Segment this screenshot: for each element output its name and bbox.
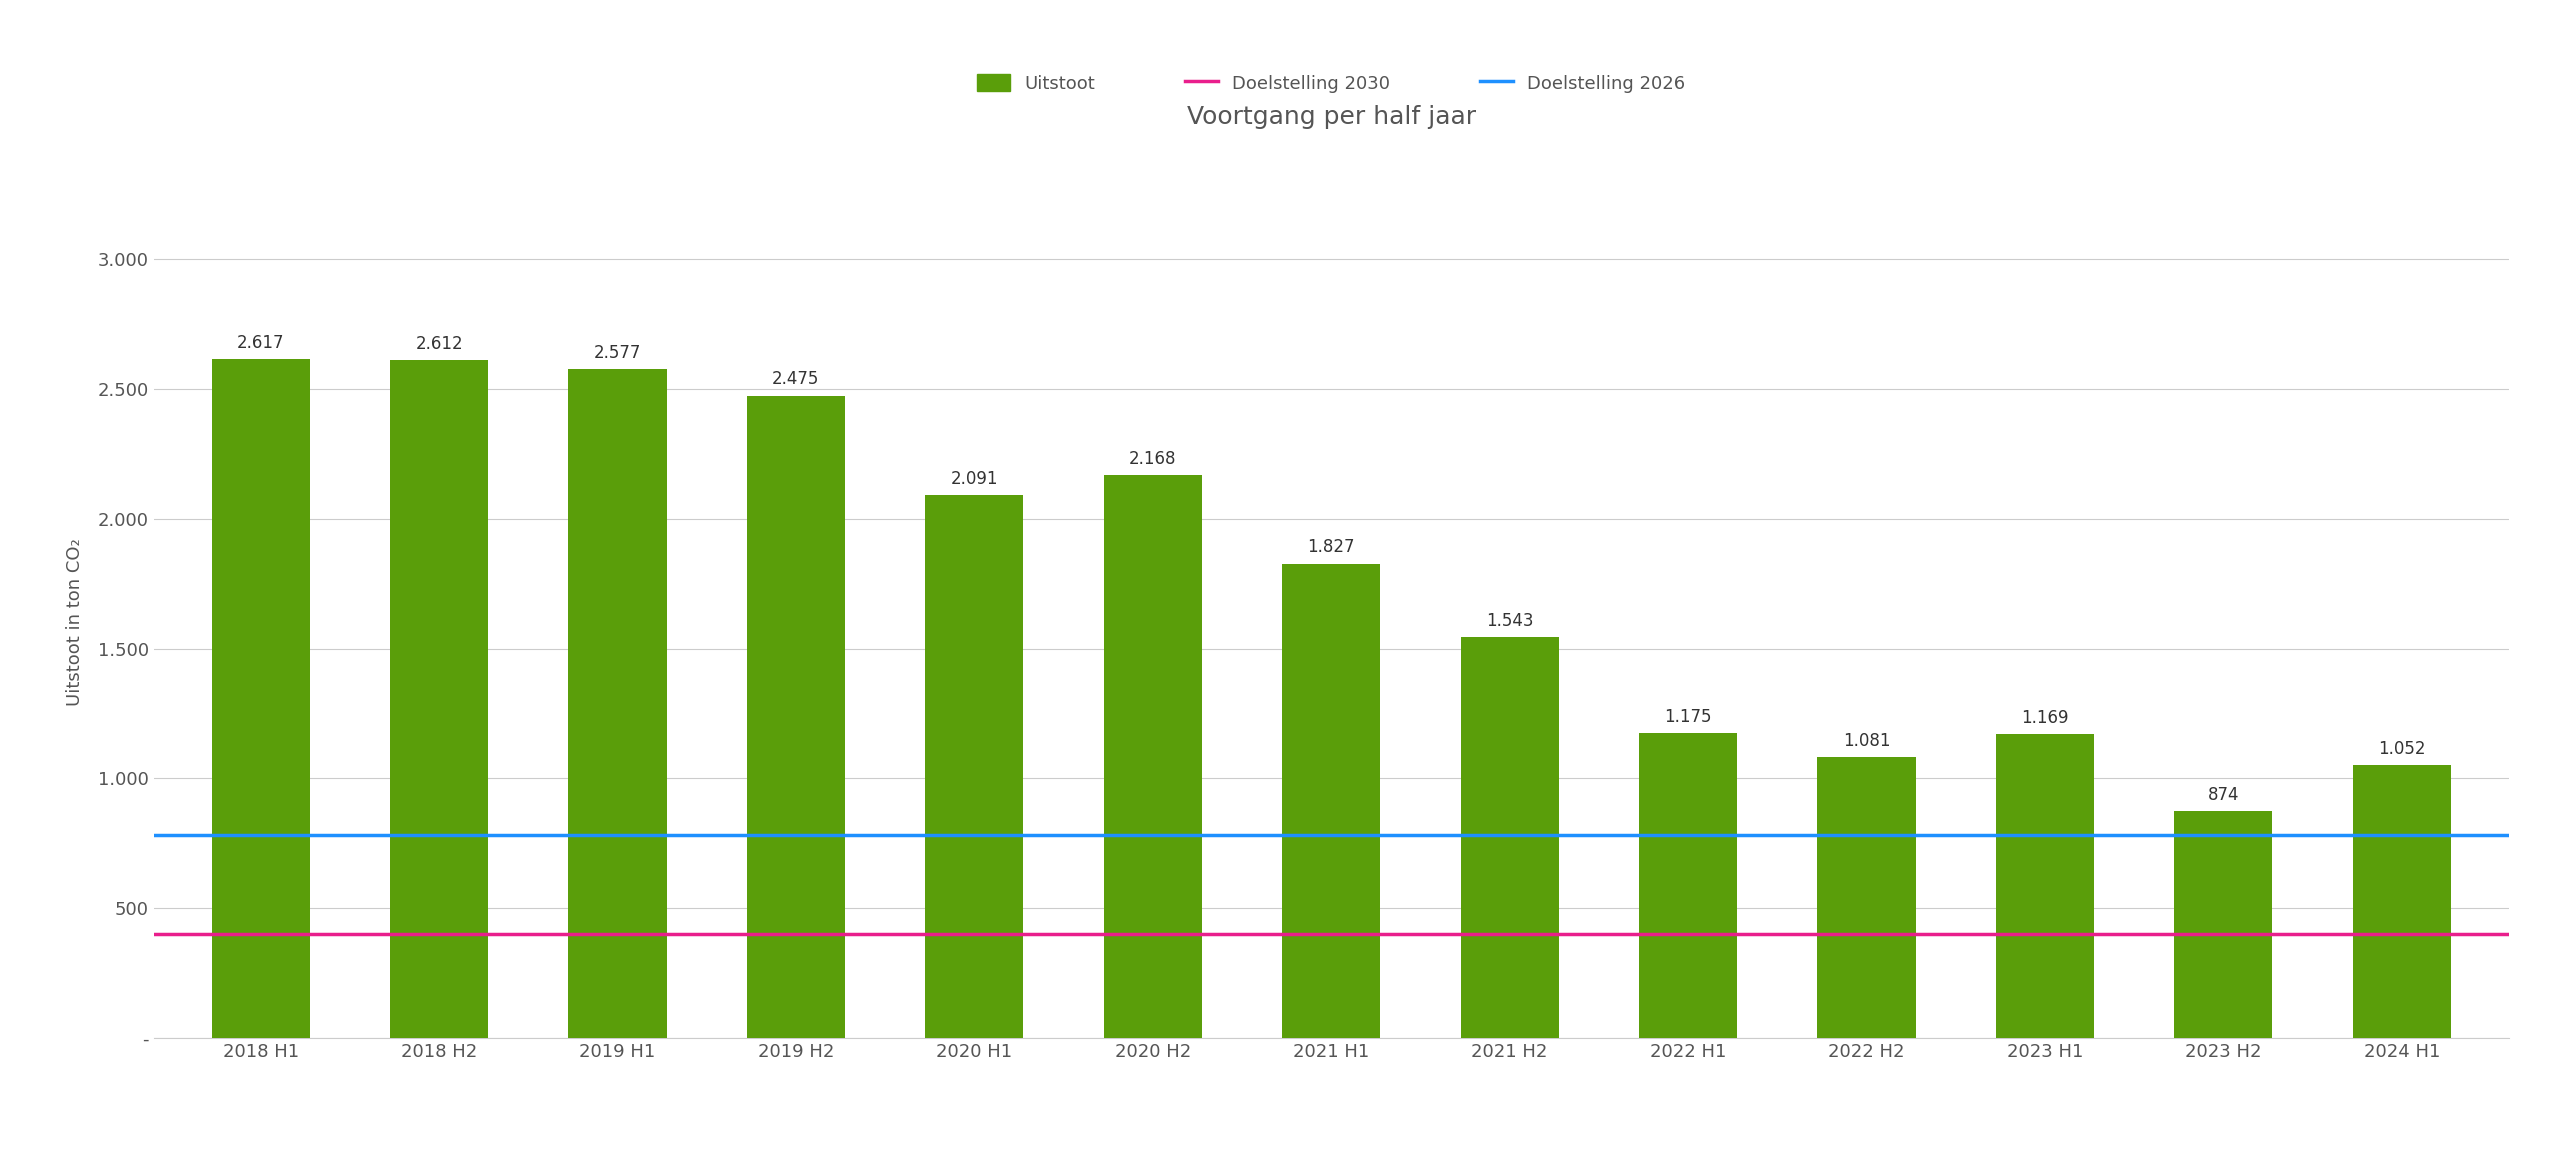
Text: 1.543: 1.543 — [1485, 612, 1533, 631]
Y-axis label: Uitstoot in ton CO₂: Uitstoot in ton CO₂ — [67, 538, 84, 707]
Text: 1.169: 1.169 — [2022, 709, 2068, 728]
Bar — [2173, 811, 2273, 1038]
Bar — [1103, 475, 1201, 1038]
Text: 1.052: 1.052 — [2378, 739, 2424, 758]
Text: 2.091: 2.091 — [950, 470, 998, 488]
Text: 2.617: 2.617 — [238, 333, 284, 352]
Bar — [748, 395, 845, 1038]
Text: 1.175: 1.175 — [1664, 708, 1713, 725]
Title: Voortgang per half jaar: Voortgang per half jaar — [1188, 105, 1475, 129]
Bar — [1997, 734, 2094, 1038]
Bar — [568, 369, 666, 1038]
Bar — [212, 359, 310, 1038]
Legend: Uitstoot, Doelstelling 2030, Doelstelling 2026: Uitstoot, Doelstelling 2030, Doelstellin… — [970, 67, 1692, 100]
Bar — [924, 496, 1024, 1038]
Bar — [1283, 564, 1380, 1038]
Text: 2.475: 2.475 — [773, 370, 819, 389]
Text: 2.577: 2.577 — [594, 344, 640, 362]
Bar — [1818, 758, 1915, 1038]
Text: 1.827: 1.827 — [1308, 538, 1354, 557]
Text: 874: 874 — [2207, 785, 2240, 804]
Text: 2.612: 2.612 — [415, 334, 463, 353]
Text: 1.081: 1.081 — [1843, 732, 1889, 749]
Text: 2.168: 2.168 — [1129, 450, 1178, 468]
Bar — [1638, 733, 1738, 1038]
Bar — [2353, 764, 2450, 1038]
Bar — [1462, 638, 1559, 1038]
Bar — [389, 360, 489, 1038]
